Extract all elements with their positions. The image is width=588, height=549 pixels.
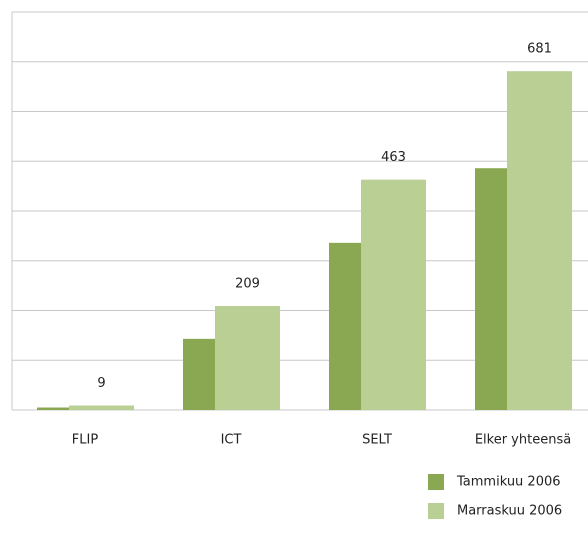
bar: [361, 179, 426, 410]
x-tick-label: SELT: [362, 433, 392, 448]
x-tick-label: ICT: [221, 433, 242, 448]
legend-swatch: [428, 503, 444, 519]
bar: [183, 338, 215, 410]
bar: [37, 407, 69, 410]
legend-label: Tammikuu 2006: [456, 475, 561, 490]
bar: [475, 168, 507, 410]
data-label: 463: [381, 150, 406, 165]
legend-swatch: [428, 474, 444, 490]
data-label: 681: [527, 42, 552, 57]
data-label: 9: [97, 376, 105, 391]
x-tick-label: FLIP: [72, 433, 99, 448]
bar: [507, 71, 572, 410]
data-label: 209: [235, 277, 260, 292]
bar: [329, 242, 361, 410]
bar: [215, 306, 280, 410]
bar: [69, 405, 134, 410]
x-tick-label: Elker yhteensä: [475, 433, 571, 448]
legend-label: Marraskuu 2006: [457, 504, 562, 519]
